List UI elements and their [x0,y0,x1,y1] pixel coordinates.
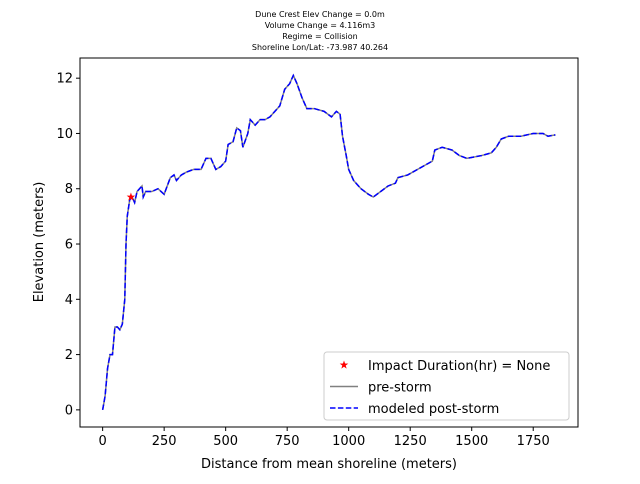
x-tick-label: 1250 [394,434,427,449]
y-tick-label: 6 [65,238,73,253]
x-axis-label: Distance from mean shoreline (meters) [201,457,457,472]
y-axis-label: Elevation (meters) [32,182,47,303]
x-tick-label: 1750 [517,434,550,449]
x-tick-label: 500 [213,434,238,449]
x-tick-label: 0 [98,434,106,449]
impact-point [126,192,136,201]
y-tick-label: 12 [56,72,73,87]
chart-title: Dune Crest Elev Change = 0.0m [255,10,385,19]
y-tick-label: 8 [65,182,73,197]
plot-frame [79,57,579,428]
y-tick-label: 0 [65,403,73,418]
legend-label: pre-storm [368,381,432,396]
series-line [101,73,556,410]
chart-title: Volume Change = 4.116m3 [265,21,376,30]
y-tick-label: 2 [65,348,73,363]
x-tick-label: 250 [152,434,177,449]
y-tick-label: 4 [65,293,73,308]
x-tick-label: 1500 [455,434,488,449]
y-tick-label: 10 [56,127,73,142]
chart-title: Shoreline Lon/Lat: -73.987 40.264 [252,43,388,52]
legend-label: Impact Duration(hr) = None [368,359,550,374]
legend-marker [339,360,349,369]
x-tick-label: 1000 [332,434,365,449]
legend-box [323,351,570,421]
x-tick-label: 750 [275,434,300,449]
legend-label: modeled post-storm [368,402,499,417]
chart-title: Regime = Collision [282,32,357,41]
